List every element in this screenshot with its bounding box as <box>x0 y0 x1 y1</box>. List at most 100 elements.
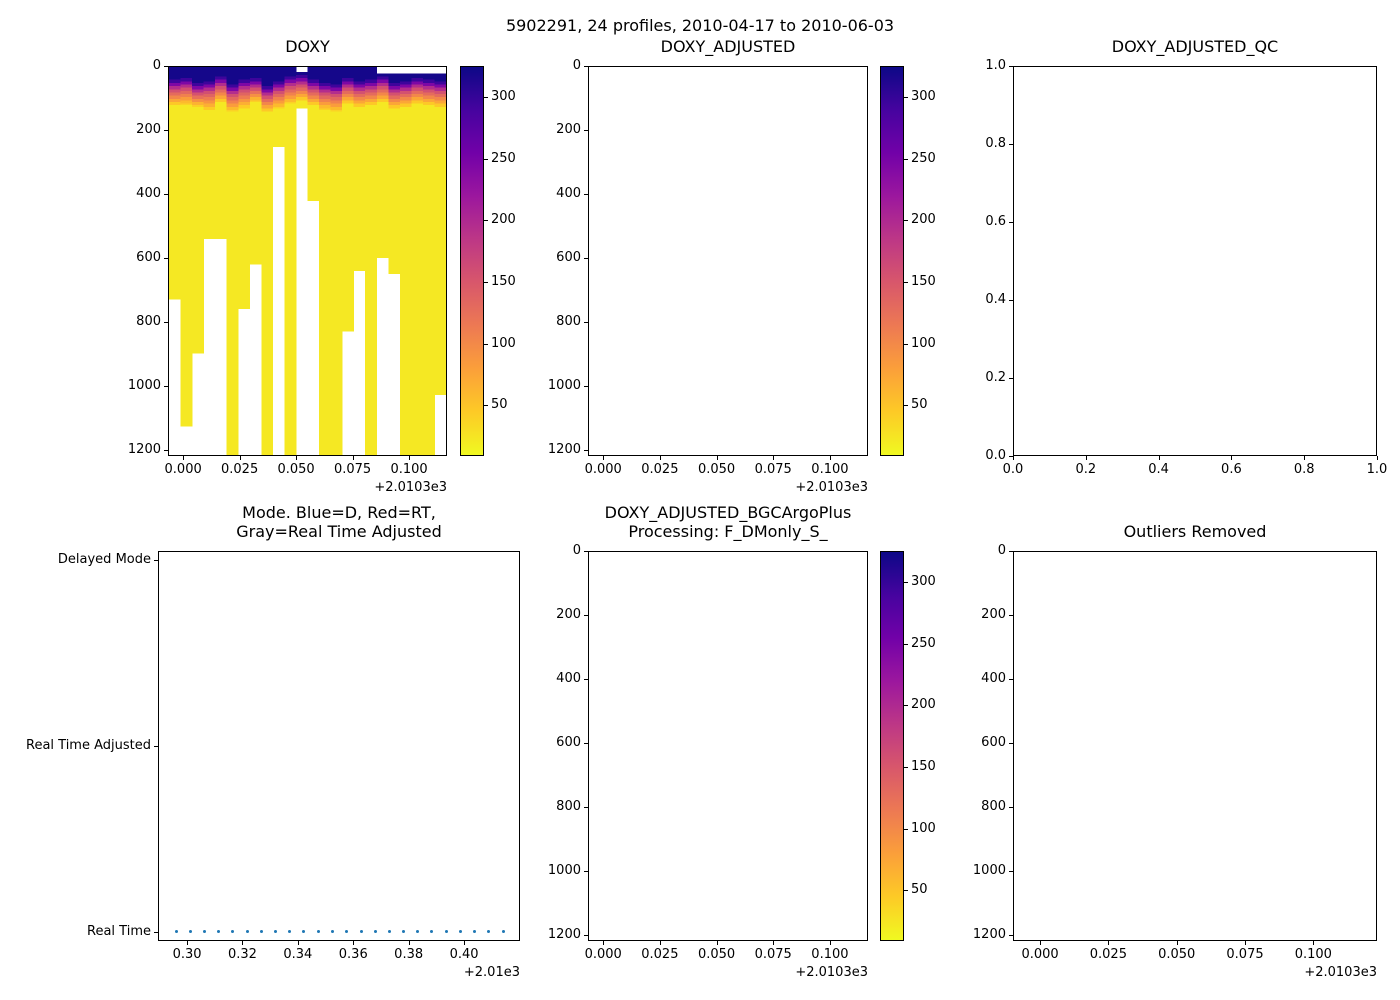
heatmap-cell <box>434 100 446 104</box>
heatmap-cell <box>319 67 331 84</box>
y-tick-mark <box>1009 551 1013 552</box>
heatmap-cell <box>330 97 343 101</box>
y-tick-mark <box>584 321 588 323</box>
x-tick-label: 0.38 <box>394 947 424 962</box>
heatmap-cell <box>295 71 308 76</box>
heatmap-cell <box>365 89 378 93</box>
heatmap-cell <box>249 84 262 89</box>
scatter-dot <box>402 930 406 934</box>
heatmap-cell <box>319 92 331 96</box>
y-tick-mark <box>164 66 168 67</box>
heatmap-cell <box>226 94 239 98</box>
heatmap-cell <box>203 67 216 82</box>
y-tick-label: 0 <box>997 543 1006 558</box>
x-tick-label: 0.40 <box>449 947 479 962</box>
heatmap-cell <box>399 100 412 104</box>
x-tick-mark <box>1176 941 1178 945</box>
heatmap-cell <box>388 108 401 275</box>
heatmap-cell <box>272 108 285 147</box>
y-tick-mark <box>154 931 158 933</box>
x-tick-label: 0.36 <box>338 947 368 962</box>
heatmap-cell <box>226 111 239 455</box>
y-tick-mark <box>584 614 588 616</box>
y-tick-label: 1000 <box>127 377 161 393</box>
heatmap-cell <box>399 84 412 89</box>
heatmap-cell <box>411 78 424 82</box>
y-tick-label: 400 <box>136 185 161 201</box>
heatmap-cell <box>330 67 343 85</box>
heatmap-cell <box>388 98 401 103</box>
y-tick-mark <box>584 551 588 552</box>
heatmap-cell <box>272 87 285 92</box>
y-tick-mark <box>1009 378 1013 379</box>
y-tick-mark <box>164 449 168 451</box>
scatter-dot <box>203 930 207 934</box>
panel-title-line: Gray=Real Time Adjusted <box>236 522 442 541</box>
heatmap-cell <box>342 97 355 101</box>
heatmap-cell <box>434 87 446 92</box>
heatmap-cell <box>342 84 355 89</box>
heatmap-cell <box>365 92 378 96</box>
heatmap-cell <box>388 92 401 96</box>
heatmap-cell <box>284 92 297 96</box>
y-tick-mark <box>164 193 168 195</box>
x-tick-label: 0.100 <box>811 947 849 962</box>
x-tick-mark <box>1108 941 1110 945</box>
colorbar-tick-label: 250 <box>911 150 936 166</box>
heatmap-cell <box>180 105 193 427</box>
y-tick-label: 1200 <box>127 441 161 457</box>
heatmap-cell <box>169 98 181 103</box>
x-tick-label: 0.32 <box>227 947 257 962</box>
x-tick-mark <box>1377 456 1378 460</box>
scatter-dot <box>345 930 349 934</box>
heatmap-cell <box>365 86 378 90</box>
heatmap-cell <box>399 94 412 98</box>
heatmap-cell <box>192 89 204 93</box>
y-tick-label: 400 <box>981 670 1006 686</box>
y-tick-label: 0 <box>572 58 581 73</box>
y-tick-label: 800 <box>556 313 581 329</box>
heatmap-cell <box>411 97 424 101</box>
heatmap-cell <box>226 106 239 111</box>
scatter-dot <box>444 930 448 934</box>
plot-area-doxy-adjusted <box>588 66 868 456</box>
heatmap-cell <box>353 103 366 108</box>
heatmap-cell <box>307 105 320 201</box>
heatmap-cell <box>215 79 228 84</box>
y-tick-label: 200 <box>136 121 161 137</box>
y-tick-label: 600 <box>556 734 581 750</box>
colorbar-tick-mark <box>484 158 488 160</box>
heatmap-cell <box>365 95 378 100</box>
heatmap-cell <box>192 86 204 90</box>
y-tick-mark <box>584 678 588 680</box>
heatmap-cell <box>422 82 435 87</box>
colorbar-tick-mark <box>904 766 908 768</box>
heatmap-cell <box>342 100 355 104</box>
heatmap-cell <box>411 73 424 79</box>
heatmap-cell <box>319 86 331 90</box>
heatmap-cell <box>261 101 274 106</box>
heatmap-cell <box>238 101 251 106</box>
heatmap-cell <box>215 76 228 81</box>
heatmap-cell <box>249 67 262 79</box>
colorbar-tick-mark <box>904 220 908 222</box>
colorbar-tick-mark <box>904 828 908 830</box>
x-axis-offset-label: +2.0103e3 <box>795 965 868 980</box>
heatmap-cell <box>249 100 262 103</box>
heatmap-cell <box>192 67 204 84</box>
x-tick-label: 0.025 <box>641 947 679 962</box>
colorbar-tick-mark <box>904 343 908 345</box>
heatmap-cell <box>169 105 181 300</box>
heatmap-cell <box>249 87 262 92</box>
heatmap-cell <box>376 92 389 96</box>
heatmap-cell <box>411 90 424 95</box>
x-tick-label: 0.025 <box>1089 947 1127 962</box>
y-tick-mark <box>1009 678 1013 680</box>
x-tick-label: 0.000 <box>1021 947 1059 962</box>
x-tick-mark <box>659 456 661 460</box>
y-tick-mark <box>164 385 168 387</box>
x-tick-label: 0.8 <box>1293 462 1315 477</box>
colorbar-tick-mark <box>904 581 908 583</box>
panel-title-outliers-removed: Outliers Removed <box>1013 522 1377 541</box>
